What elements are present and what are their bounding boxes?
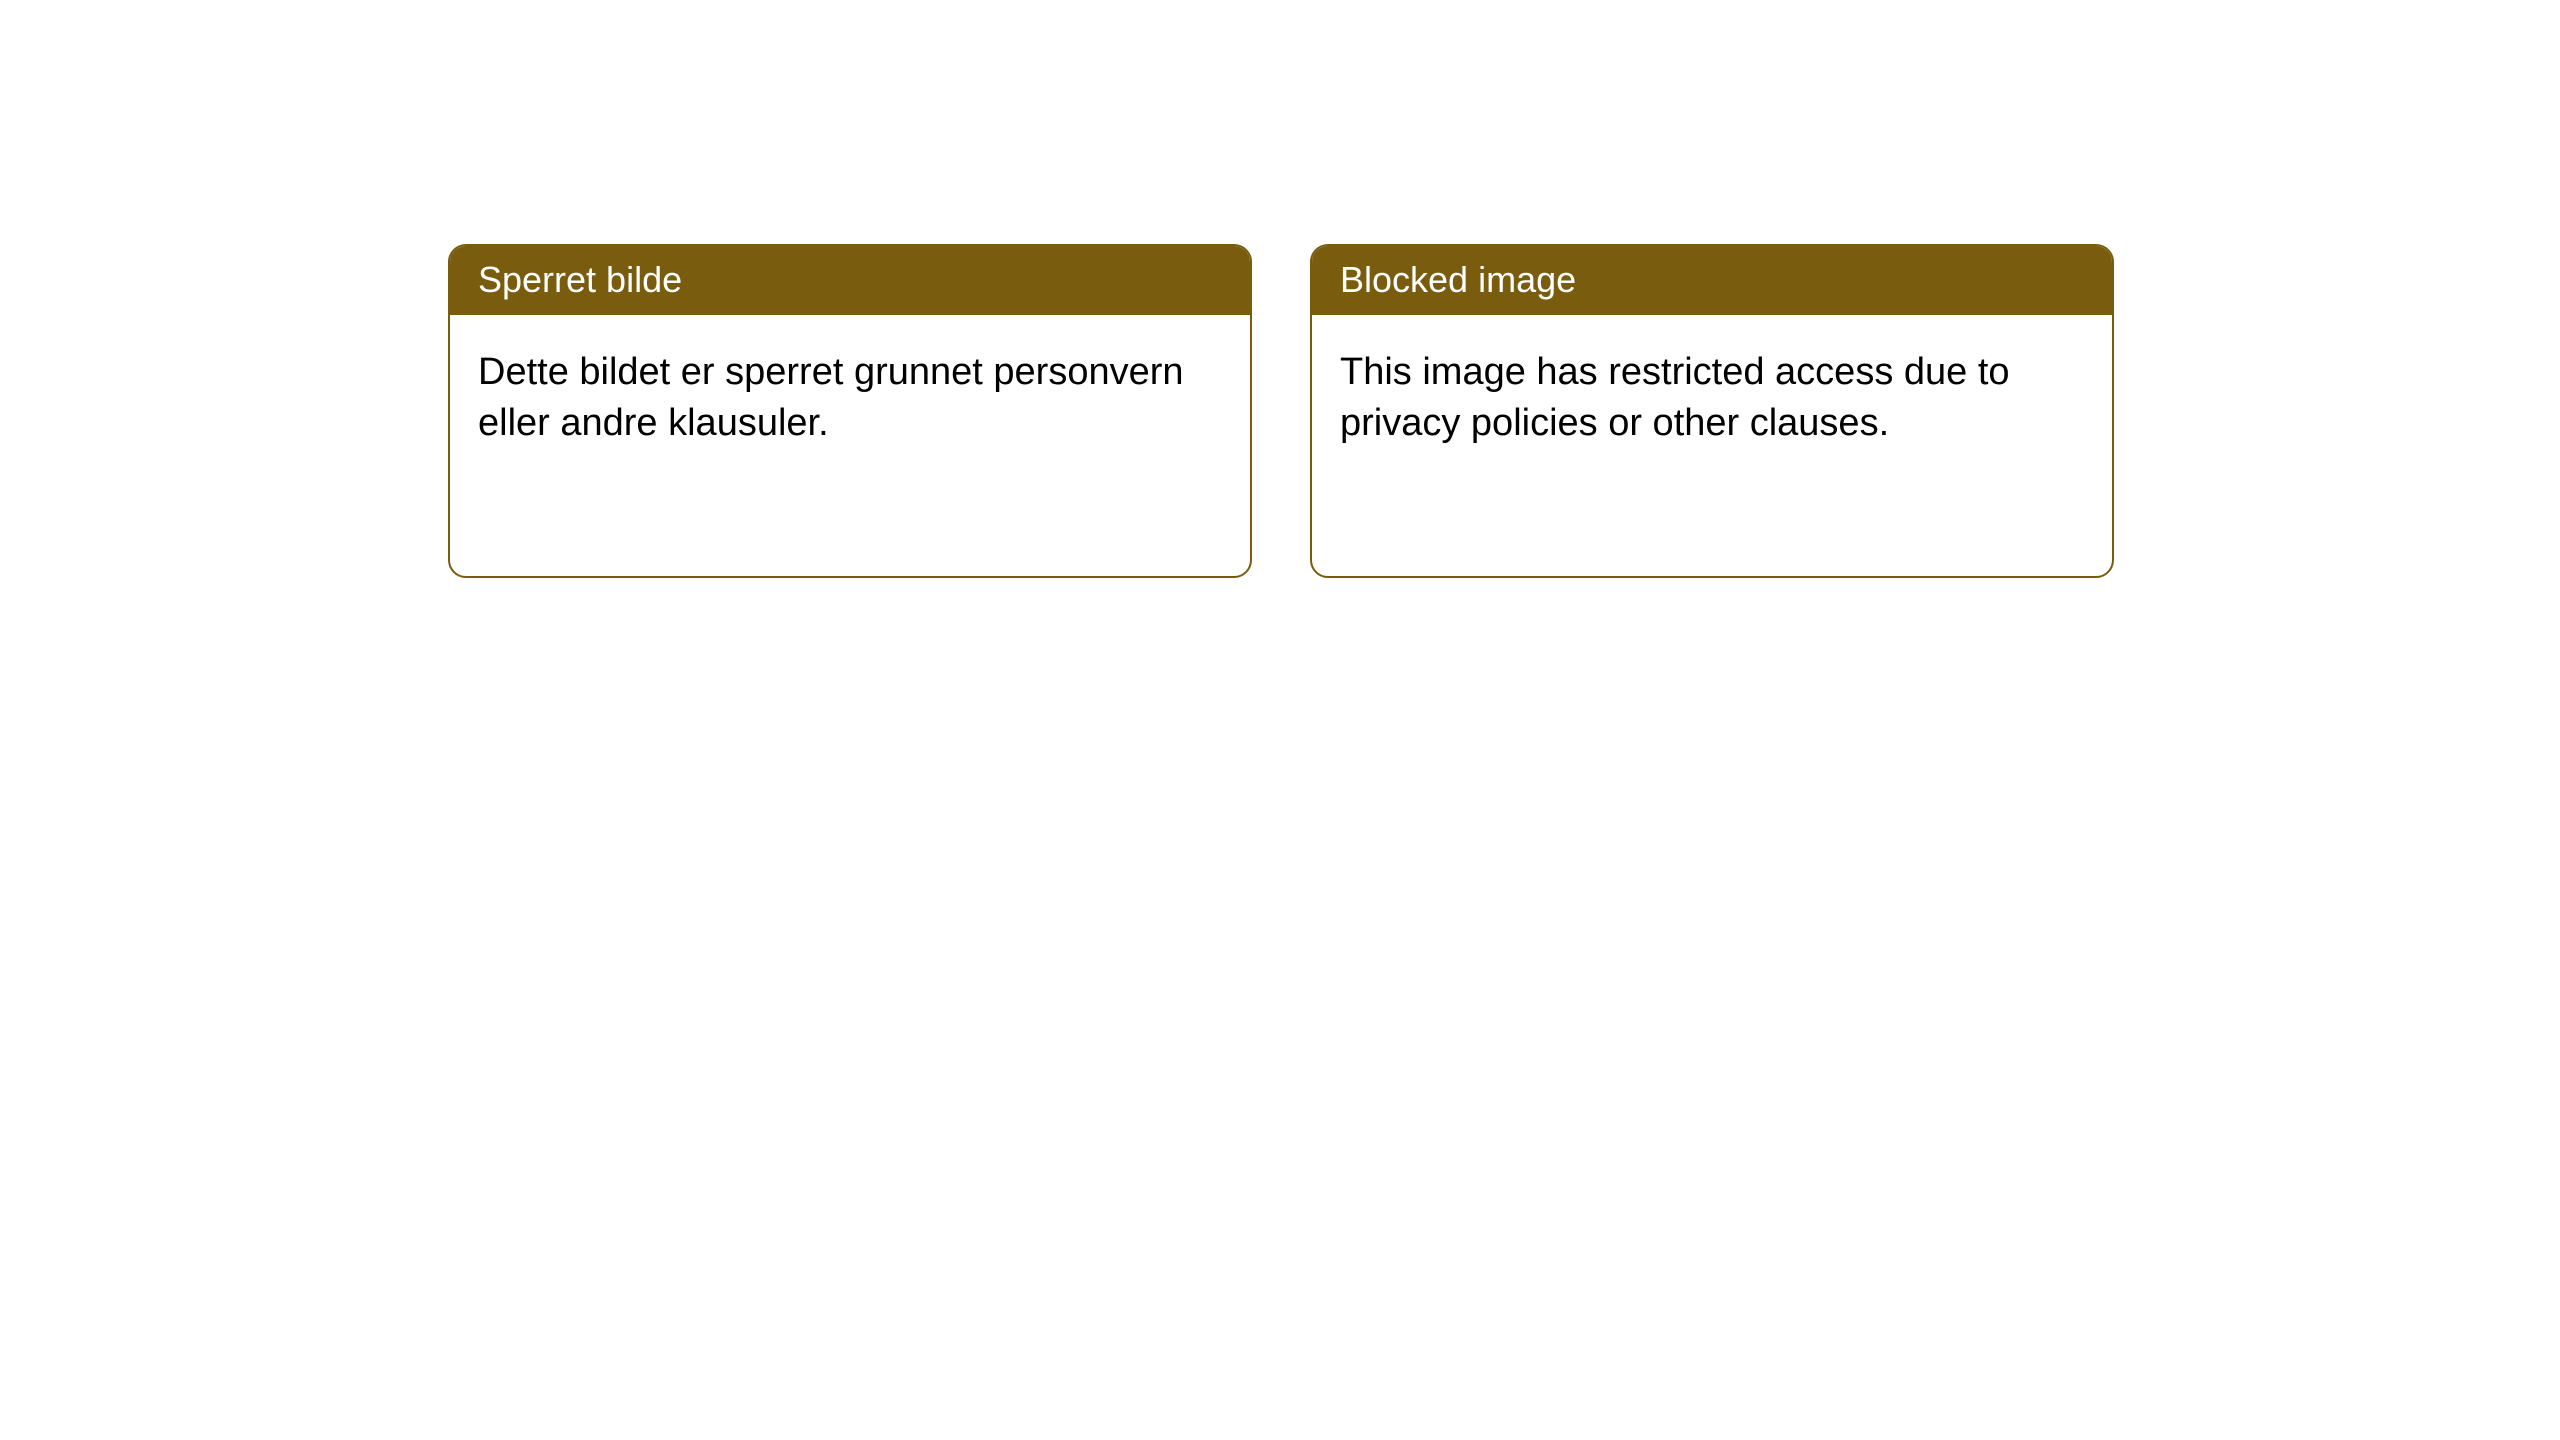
card-message-no: Dette bildet er sperret grunnet personve…: [478, 351, 1184, 444]
card-header-en: Blocked image: [1312, 246, 2112, 315]
blocked-image-card-no: Sperret bilde Dette bildet er sperret gr…: [448, 244, 1252, 578]
blocked-image-notice-container: Sperret bilde Dette bildet er sperret gr…: [448, 244, 2114, 578]
card-body-no: Dette bildet er sperret grunnet personve…: [450, 315, 1250, 478]
card-message-en: This image has restricted access due to …: [1340, 351, 2010, 444]
card-body-en: This image has restricted access due to …: [1312, 315, 2112, 478]
card-title-no: Sperret bilde: [478, 259, 682, 300]
card-header-no: Sperret bilde: [450, 246, 1250, 315]
card-title-en: Blocked image: [1340, 259, 1576, 300]
blocked-image-card-en: Blocked image This image has restricted …: [1310, 244, 2114, 578]
